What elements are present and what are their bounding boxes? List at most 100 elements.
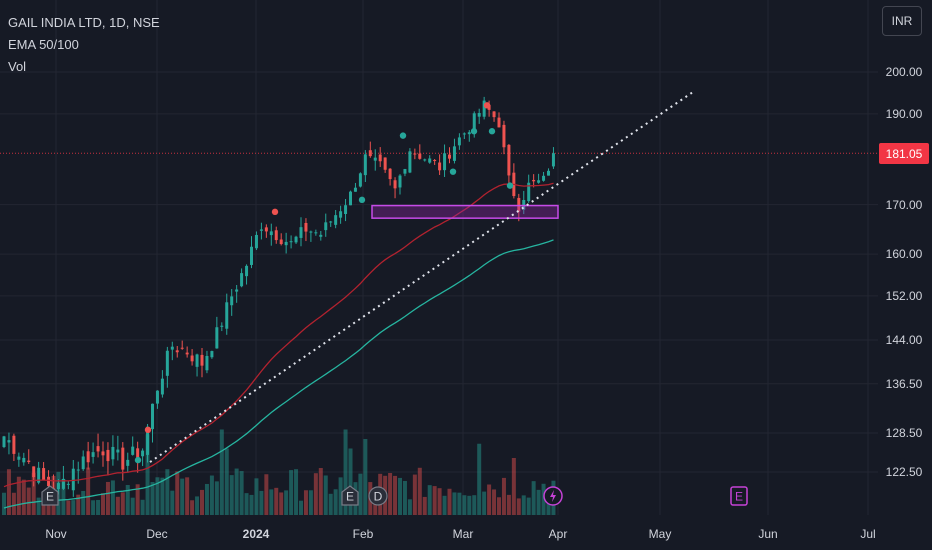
candle-body: [452, 146, 456, 161]
candle-body: [457, 137, 461, 146]
volume-bar: [516, 498, 521, 515]
candle-body: [443, 153, 447, 171]
drawings[interactable]: [134, 91, 693, 464]
volume-bar: [180, 478, 185, 515]
volume-bar: [536, 489, 541, 515]
candle-body: [398, 175, 402, 188]
earnings-icon[interactable]: E: [341, 485, 359, 506]
candle-body: [121, 447, 125, 470]
ema-indicator-label[interactable]: EMA 50/100: [8, 37, 79, 52]
volume-bar: [348, 448, 353, 515]
candle-body: [131, 446, 135, 455]
candle-body: [250, 246, 253, 265]
candle-body: [155, 390, 159, 404]
candle-body: [7, 440, 11, 443]
candle-body: [363, 154, 367, 176]
candle-body: [185, 352, 189, 355]
volume-bar: [299, 500, 303, 515]
dividend-icon[interactable]: D: [368, 486, 388, 506]
candle-body: [2, 436, 6, 448]
candle-body: [279, 239, 283, 245]
volume-bar: [531, 481, 536, 515]
volume-bar: [16, 476, 21, 515]
candle-body: [339, 211, 343, 218]
last-price-tag: 181.05: [879, 143, 929, 164]
volume-bar: [61, 478, 66, 515]
candle-body: [344, 205, 348, 214]
volume-bar: [249, 494, 254, 515]
time-tick-label: Mar: [452, 527, 474, 541]
candle-body: [106, 449, 110, 462]
time-tick-label: May: [648, 527, 672, 541]
candle-body: [22, 457, 26, 463]
volume-bar: [21, 479, 26, 515]
volume-bar: [105, 481, 110, 515]
currency-button[interactable]: INR: [882, 6, 922, 36]
volume-bar: [229, 475, 234, 515]
volume-bar: [110, 480, 115, 515]
pivot-dot: [271, 208, 279, 216]
volume-bar: [185, 477, 190, 515]
price-tick-label: 190.00: [885, 106, 923, 121]
candle-body: [180, 347, 184, 349]
volume-bar: [150, 482, 155, 515]
symbol-title[interactable]: GAIL INDIA LTD, 1D, NSE: [8, 15, 160, 30]
volume-bar: [477, 443, 482, 515]
candle-body: [408, 151, 412, 173]
candle-body: [393, 180, 397, 189]
volume-bar: [472, 495, 477, 515]
volume-bar: [11, 492, 16, 515]
candle-body: [497, 117, 501, 128]
volume-bar: [343, 429, 348, 515]
candle-body: [477, 112, 481, 117]
volume-indicator-label[interactable]: Vol: [8, 59, 27, 74]
candle-body: [304, 222, 308, 232]
volume-bar: [407, 499, 412, 515]
volume-bar: [86, 467, 91, 515]
earnings-icon[interactable]: E: [41, 485, 59, 506]
candle-body: [438, 162, 442, 171]
volume-bar: [259, 490, 264, 515]
candle-body: [264, 227, 268, 232]
volume-bar: [279, 492, 284, 515]
candle-body: [190, 355, 194, 362]
trendline[interactable]: [149, 91, 693, 463]
support-zone-rectangle[interactable]: [371, 204, 559, 219]
volume-bar: [274, 487, 279, 515]
candle-body: [96, 446, 100, 452]
candle-body: [146, 426, 150, 455]
volume-bar: [190, 500, 195, 515]
earnings-icon[interactable]: E: [730, 486, 748, 506]
volume-bar: [393, 475, 398, 515]
candle-body: [492, 111, 496, 118]
volume-bar: [467, 495, 472, 515]
volume-bar: [323, 475, 328, 515]
volume-bar: [492, 489, 497, 515]
lightning-icon[interactable]: [543, 486, 563, 506]
pivot-dot: [399, 132, 407, 139]
volume-bar: [501, 477, 506, 515]
time-tick-label: Jun: [758, 527, 778, 541]
ema-100-line: [3, 239, 554, 509]
candle-body: [101, 451, 105, 456]
volume-bar: [526, 497, 531, 515]
volume-bar: [313, 473, 318, 515]
candle-body: [195, 354, 199, 367]
volume-bar: [71, 500, 76, 515]
candle-body: [334, 215, 338, 225]
candle-body: [537, 180, 541, 183]
volume-bar: [412, 474, 417, 515]
candle-body: [165, 350, 169, 376]
candle-body: [383, 157, 387, 170]
grid-lines: [0, 0, 878, 515]
candle-body: [522, 200, 526, 210]
volume-bar: [482, 491, 487, 515]
price-tick-label: 144.00: [885, 333, 923, 348]
volume-bar: [294, 469, 299, 515]
volume-bar: [363, 439, 368, 515]
candle-body: [284, 241, 288, 246]
volume-bar: [546, 498, 551, 515]
volume-bar: [209, 475, 214, 515]
